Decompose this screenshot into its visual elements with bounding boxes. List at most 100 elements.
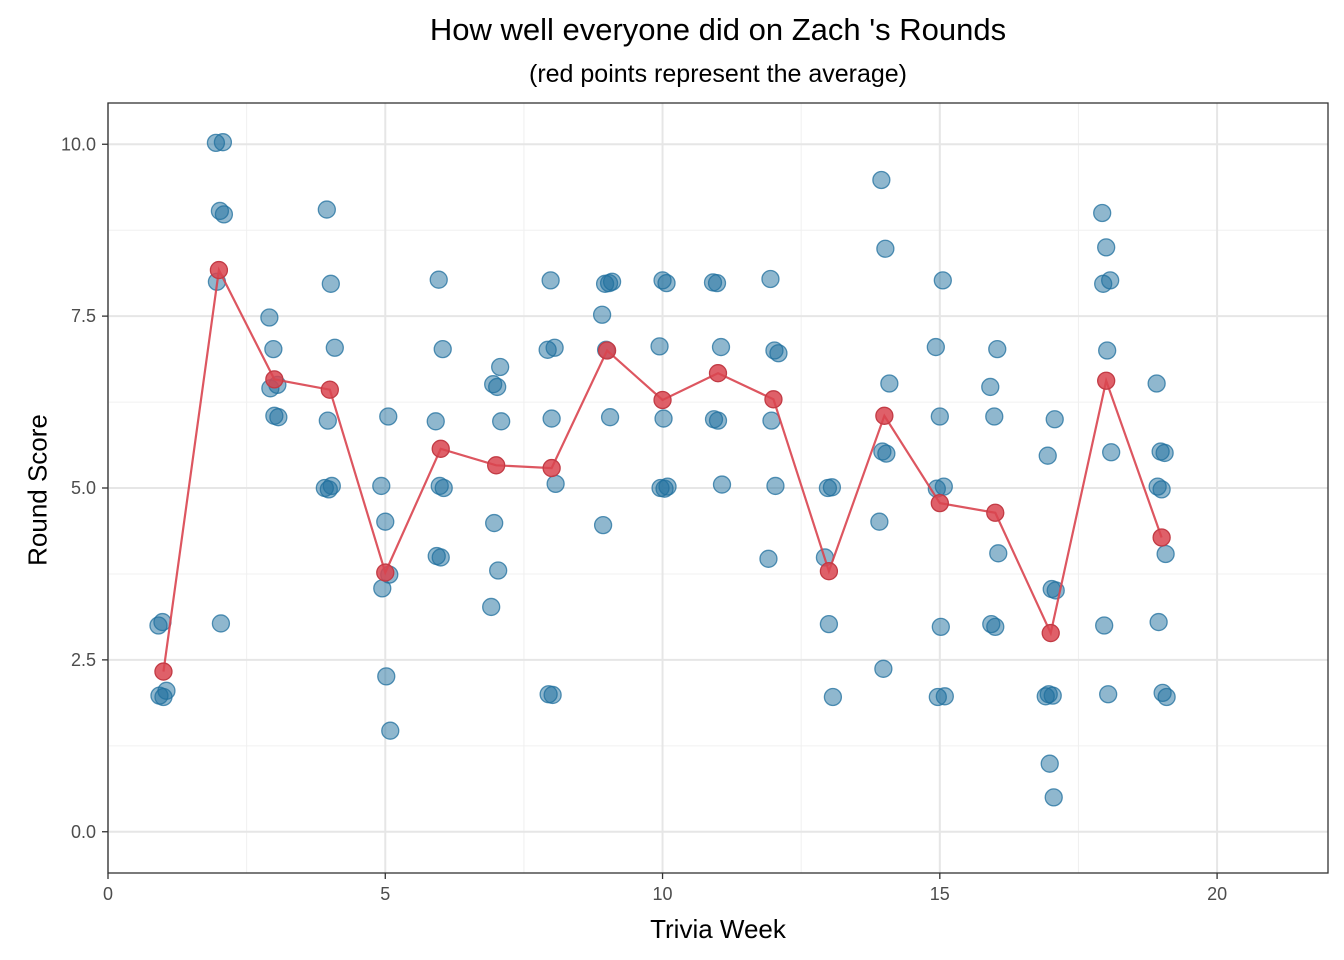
x-tick-label: 10: [653, 884, 673, 904]
y-tick-labels: 0.0 2.5 5.0 7.5 10.0: [61, 134, 96, 842]
average-point: [209, 260, 229, 280]
score-point: [931, 617, 950, 637]
score-point: [870, 512, 889, 531]
score-point: [1147, 374, 1166, 393]
y-tick-label: 2.5: [71, 650, 96, 670]
score-point: [1098, 341, 1117, 360]
x-tick-label: 0: [103, 884, 113, 904]
x-tick-label: 5: [380, 884, 390, 904]
score-point: [489, 561, 508, 580]
average-point: [320, 380, 339, 399]
score-point: [260, 308, 279, 327]
score-point: [372, 476, 391, 496]
score-point: [880, 374, 899, 393]
score-point: [822, 478, 842, 497]
score-point: [712, 475, 732, 494]
x-axis-label: Trivia Week: [650, 914, 786, 944]
axis-ticks: [102, 143, 1218, 879]
score-point: [930, 407, 949, 426]
score-point: [376, 512, 395, 531]
score-point: [1095, 616, 1114, 635]
y-tick-label: 0.0: [71, 822, 96, 842]
score-point: [543, 685, 562, 705]
score-point: [769, 344, 788, 363]
chart-title: How well everyone did on Zach 's Rounds: [429, 12, 1007, 47]
average-point: [875, 406, 894, 425]
average-point: [819, 562, 839, 581]
average-point: [1041, 623, 1060, 643]
score-points: [149, 133, 1176, 807]
score-point: [1157, 687, 1176, 707]
score-point: [426, 412, 445, 431]
y-tick-label: 7.5: [71, 306, 96, 326]
score-point: [319, 480, 338, 499]
y-axis-label: Round Score: [22, 414, 53, 566]
score-point: [269, 408, 288, 427]
score-point: [433, 339, 452, 359]
score-point: [985, 407, 1004, 426]
score-point: [542, 409, 561, 428]
average-point: [487, 456, 506, 475]
score-point: [325, 338, 344, 357]
average-layer: [154, 260, 1171, 681]
score-point: [1102, 443, 1121, 462]
score-point: [321, 274, 340, 293]
average-point: [764, 390, 783, 409]
score-point: [655, 479, 674, 498]
score-point: [819, 614, 839, 634]
score-point: [600, 408, 620, 427]
score-point: [759, 549, 778, 568]
score-point: [766, 476, 785, 496]
score-point: [546, 474, 565, 494]
chart-subtitle: (red points represent the average): [529, 60, 907, 88]
score-point: [933, 271, 952, 290]
score-point: [1094, 274, 1113, 293]
score-point: [1038, 446, 1057, 465]
score-point: [1149, 612, 1168, 632]
score-point: [379, 407, 398, 426]
x-tick-labels: 0 5 10 15 20: [103, 884, 1227, 904]
average-point: [431, 439, 450, 458]
score-point: [654, 409, 673, 428]
score-point: [1156, 544, 1175, 564]
average-point: [542, 458, 561, 478]
x-tick-label: 15: [930, 884, 950, 904]
x-tick-label: 20: [1207, 884, 1227, 904]
score-point: [1152, 480, 1171, 499]
score-point: [593, 515, 613, 535]
score-point: [872, 170, 891, 190]
score-point: [926, 337, 945, 357]
score-point: [708, 411, 728, 430]
score-point: [876, 239, 895, 258]
score-point: [541, 271, 560, 290]
score-point: [154, 687, 173, 707]
score-point: [877, 444, 896, 463]
score-point: [707, 273, 727, 293]
score-point: [650, 337, 669, 356]
average-point: [986, 503, 1005, 522]
score-point: [1093, 203, 1112, 223]
score-point: [988, 339, 1007, 359]
average-point: [265, 370, 284, 389]
score-point: [874, 659, 893, 678]
score-point: [488, 377, 507, 397]
score-point: [206, 133, 226, 153]
score-point: [431, 548, 450, 567]
average-point: [597, 341, 617, 360]
score-point: [989, 544, 1008, 563]
score-point: [657, 273, 676, 293]
score-point: [1045, 410, 1064, 429]
score-point: [377, 667, 396, 686]
score-point: [492, 412, 511, 431]
score-point: [485, 513, 504, 533]
average-point: [376, 563, 395, 582]
score-point: [1155, 443, 1174, 463]
score-point: [1097, 238, 1116, 257]
score-point: [1099, 685, 1118, 704]
average-point: [653, 390, 672, 410]
score-point: [711, 337, 731, 357]
score-point: [381, 721, 400, 740]
score-point: [317, 200, 336, 219]
score-point: [928, 687, 947, 707]
